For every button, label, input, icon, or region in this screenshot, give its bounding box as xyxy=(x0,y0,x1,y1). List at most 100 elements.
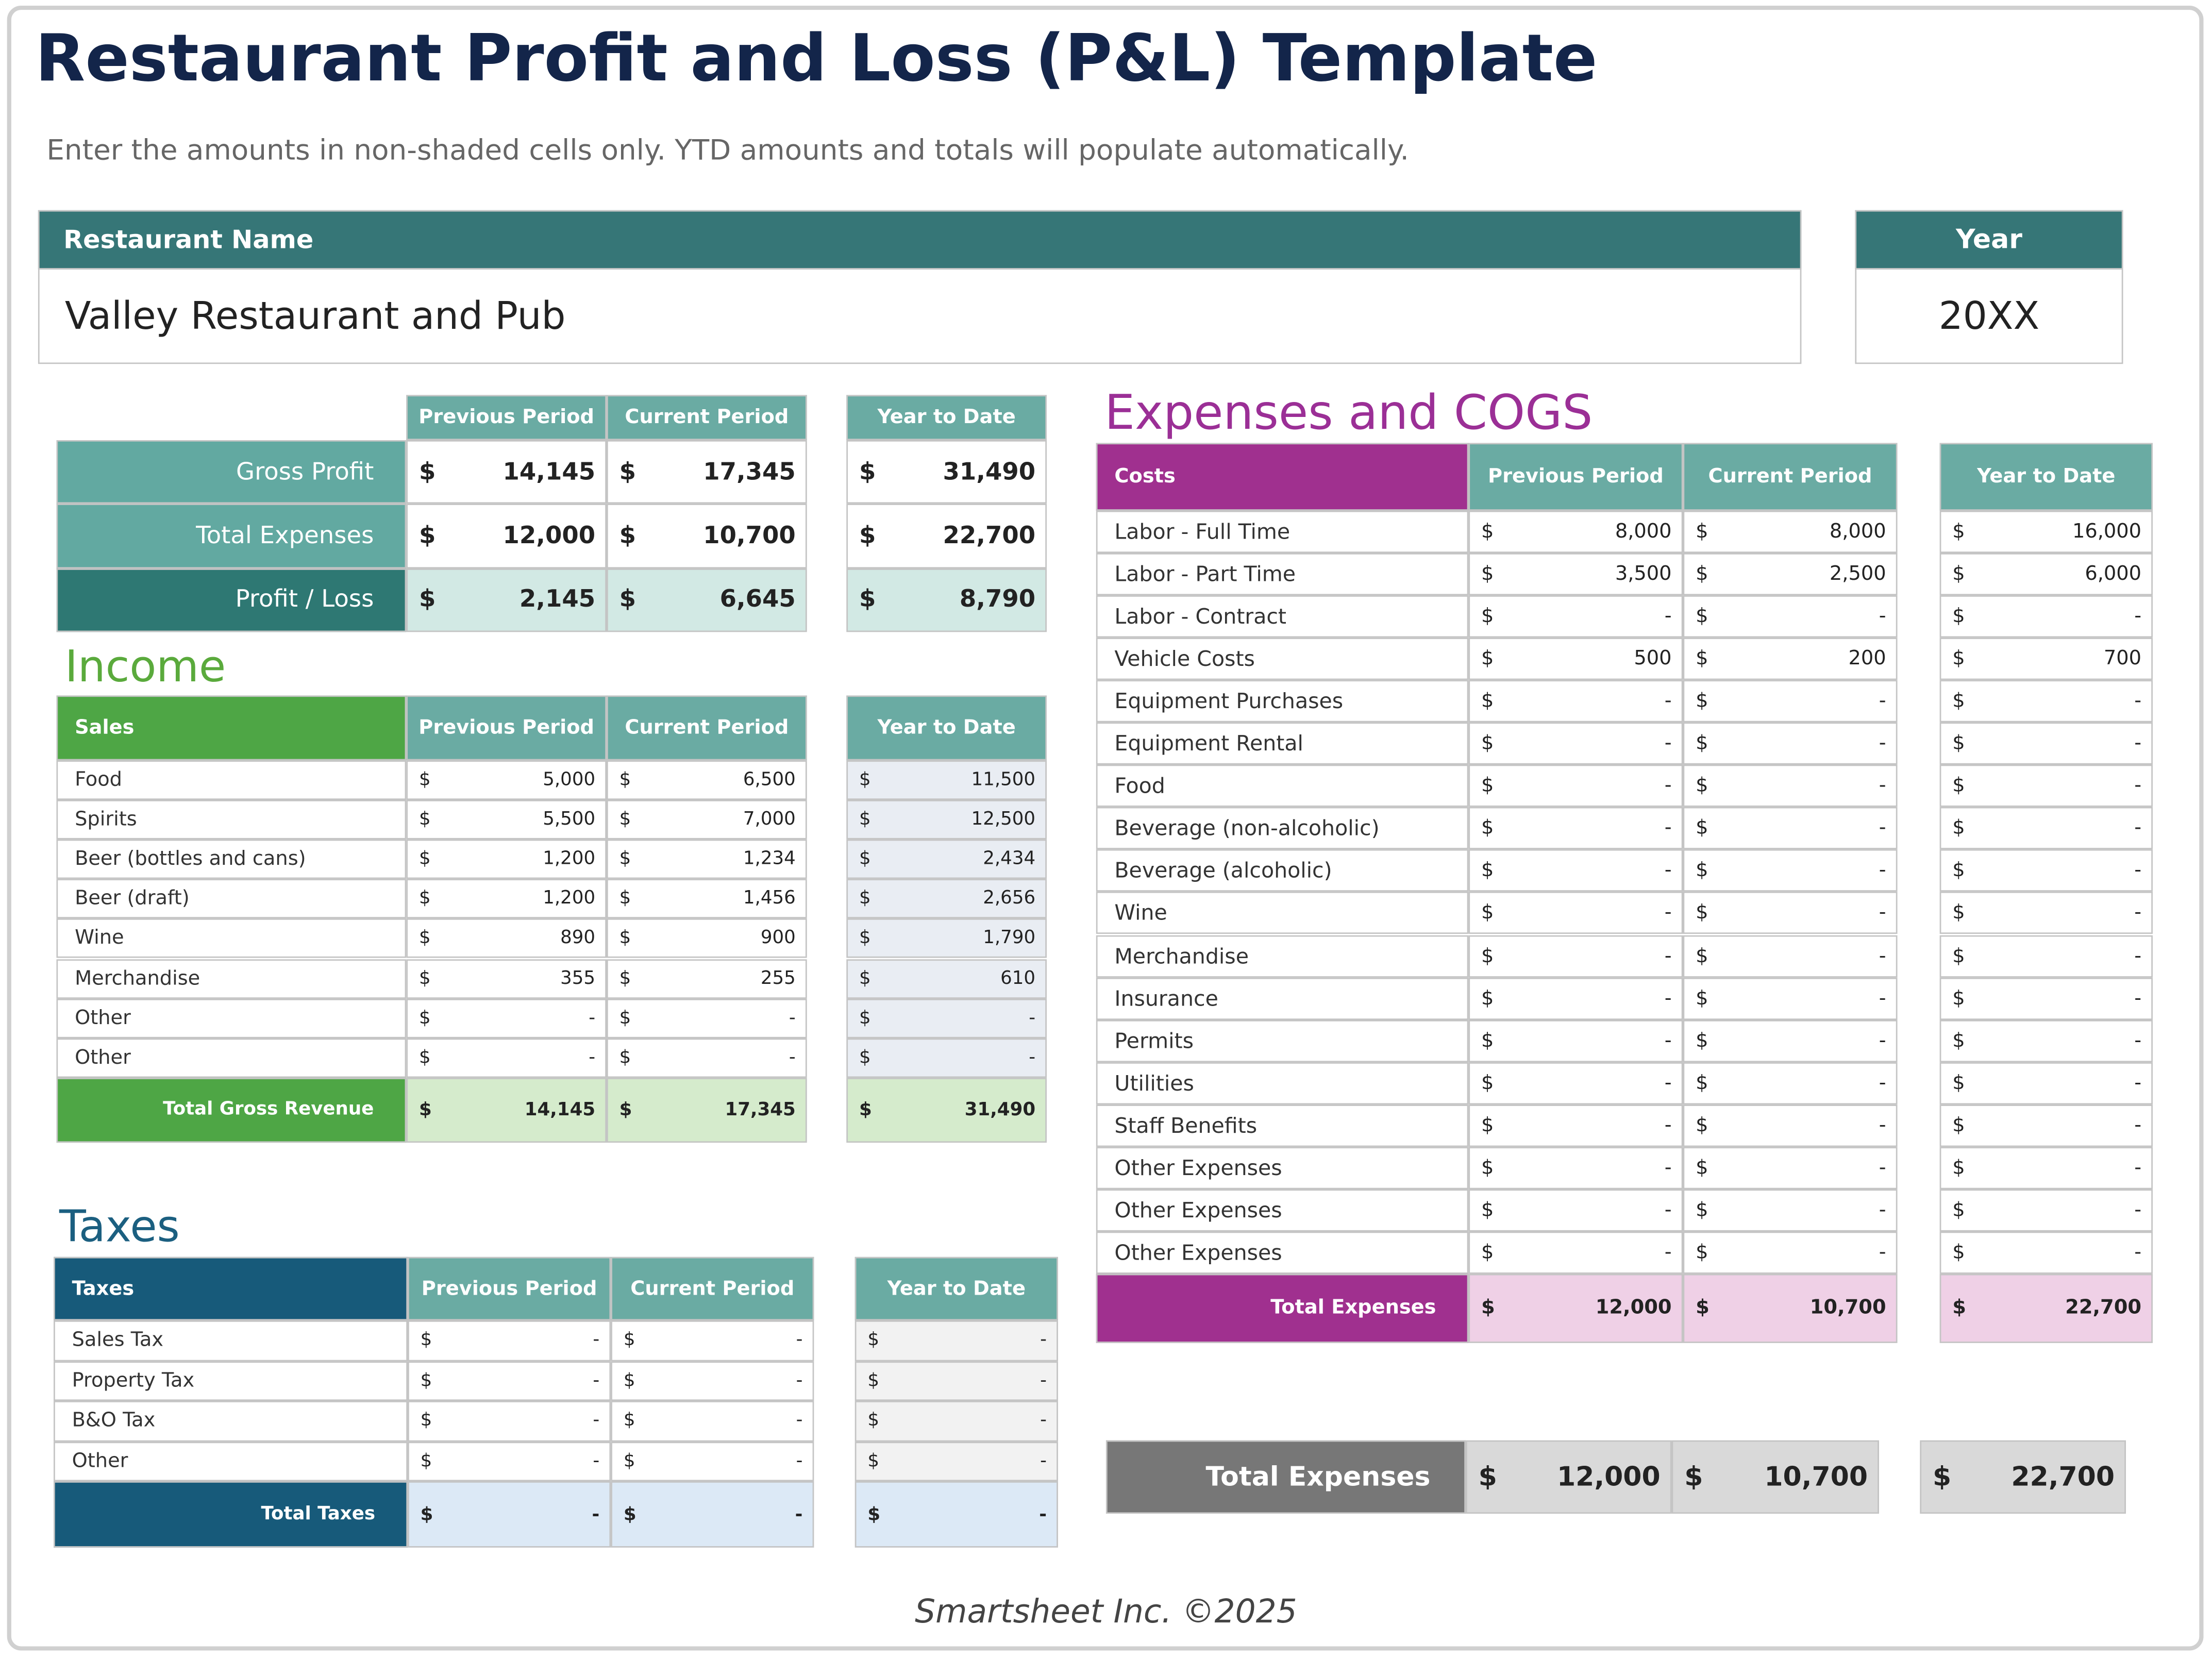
value-cell[interactable]: $ - xyxy=(611,1401,814,1442)
amount: 500 xyxy=(1634,647,1672,671)
value-cell[interactable]: $ - xyxy=(1683,680,1898,723)
row-label: B&O Tax xyxy=(54,1401,408,1442)
value-cell[interactable]: $ - xyxy=(406,998,607,1038)
value-cell[interactable]: $ - xyxy=(611,1441,814,1482)
currency-symbol: $ xyxy=(1481,1029,1494,1052)
column-header: Previous Period xyxy=(406,395,607,441)
amount: - xyxy=(592,1504,600,1526)
value-cell[interactable]: $255 xyxy=(606,958,807,998)
currency-symbol: $ xyxy=(867,1411,880,1432)
row-label: Property Tax xyxy=(54,1361,408,1401)
value-cell[interactable]: $ - xyxy=(1468,595,1683,638)
currency-symbol: $ xyxy=(1952,1071,1965,1095)
value-cell[interactable]: $ - xyxy=(1468,807,1683,850)
value-cell[interactable]: $ - xyxy=(1683,849,1898,893)
value-cell[interactable]: $ - xyxy=(1683,892,1898,935)
amount: - xyxy=(2134,860,2142,882)
value-cell[interactable]: $355 xyxy=(406,958,607,998)
value-cell[interactable]: $ - xyxy=(606,998,807,1038)
value-cell[interactable]: $ - xyxy=(1468,934,1683,977)
value-cell[interactable]: $ - xyxy=(1468,1062,1683,1104)
currency-symbol: $ xyxy=(1696,902,1708,925)
value-cell[interactable]: $ - xyxy=(1468,1146,1683,1189)
value-cell[interactable]: $ - xyxy=(1468,849,1683,893)
value-cell[interactable]: $ - xyxy=(1683,1104,1898,1147)
value-cell[interactable]: $ - xyxy=(611,1361,814,1401)
value-cell[interactable]: $890 xyxy=(406,918,607,959)
value-cell[interactable]: $ - xyxy=(1683,1062,1898,1104)
value-cell[interactable]: $8,000 xyxy=(1468,510,1683,554)
row-label: Other Expenses xyxy=(1096,1146,1469,1189)
currency-symbol: $ xyxy=(1481,1297,1495,1320)
value-cell: $ - xyxy=(854,1401,1058,1442)
value-cell[interactable]: $ - xyxy=(606,1037,807,1078)
value-cell[interactable]: $ - xyxy=(408,1320,611,1361)
currency-symbol: $ xyxy=(623,1504,636,1526)
value-cell[interactable]: $1,200 xyxy=(406,879,607,919)
value-cell[interactable]: $ - xyxy=(1468,1019,1683,1062)
value-cell[interactable]: $200 xyxy=(1683,638,1898,680)
value-cell[interactable]: $ - xyxy=(1683,934,1898,977)
value-cell[interactable]: $2,500 xyxy=(1683,553,1898,596)
currency-symbol: $ xyxy=(420,1451,432,1472)
value-cell[interactable]: $ - xyxy=(1468,1231,1683,1274)
value-cell[interactable]: $ - xyxy=(1468,1104,1683,1147)
value-cell[interactable]: $5,500 xyxy=(406,800,607,840)
value-cell[interactable]: $ - xyxy=(1683,1146,1898,1189)
currency-symbol: $ xyxy=(1952,1029,1965,1052)
value-cell[interactable]: $ - xyxy=(1683,1019,1898,1062)
value-cell[interactable]: $3,500 xyxy=(1468,553,1683,596)
row-label: Total Expenses xyxy=(56,504,407,568)
row-label: Wine xyxy=(56,918,407,959)
value-cell[interactable]: $ - xyxy=(408,1401,611,1442)
currency-symbol: $ xyxy=(859,1047,871,1068)
value-cell[interactable]: $ - xyxy=(1683,595,1898,638)
amount: 6,645 xyxy=(719,585,796,614)
value-cell: $ - xyxy=(1939,1104,2153,1147)
value-cell[interactable]: $500 xyxy=(1468,638,1683,680)
currency-symbol: $ xyxy=(619,928,631,949)
value-cell[interactable]: $5,000 xyxy=(406,760,607,800)
currency-symbol: $ xyxy=(1952,521,1965,543)
currency-symbol: $ xyxy=(1696,986,1708,1010)
value-cell[interactable]: $ - xyxy=(1683,723,1898,765)
value-cell[interactable]: $ - xyxy=(1468,977,1683,1019)
value-cell: $11,500 xyxy=(846,760,1047,800)
value-cell: $6,645 xyxy=(606,567,807,632)
value-cell[interactable]: $ - xyxy=(1468,892,1683,935)
row-label: Other Expenses xyxy=(1096,1188,1469,1232)
value-cell[interactable]: $ - xyxy=(1683,1188,1898,1232)
total-label: Total Expenses xyxy=(1096,1274,1469,1343)
value-cell: $700 xyxy=(1939,638,2153,680)
value-cell[interactable]: $ - xyxy=(406,1037,607,1078)
value-cell: $16,000 xyxy=(1939,510,2153,554)
value-cell[interactable]: $ - xyxy=(1468,1188,1683,1232)
value-cell[interactable]: $ - xyxy=(1683,977,1898,1019)
value-cell[interactable]: $ - xyxy=(1468,765,1683,808)
value-cell[interactable]: $6,500 xyxy=(606,760,807,800)
currency-symbol: $ xyxy=(623,1330,635,1351)
year-value[interactable]: 20XX xyxy=(1855,268,2123,364)
value-cell[interactable]: $1,200 xyxy=(406,840,607,880)
value-cell[interactable]: $ - xyxy=(1468,680,1683,723)
value-cell: $10,700 xyxy=(1671,1440,1879,1514)
currency-symbol: $ xyxy=(859,1007,871,1029)
value-cell[interactable]: $8,000 xyxy=(1683,510,1898,554)
value-cell[interactable]: $ - xyxy=(1468,723,1683,765)
currency-symbol: $ xyxy=(1952,775,1965,798)
restaurant-value[interactable]: Valley Restaurant and Pub xyxy=(38,268,1802,364)
currency-symbol: $ xyxy=(418,1007,431,1029)
value-cell[interactable]: $ - xyxy=(1683,807,1898,850)
amount: 10,700 xyxy=(1764,1461,1868,1493)
value-cell[interactable]: $1,456 xyxy=(606,879,807,919)
value-cell[interactable]: $ - xyxy=(408,1361,611,1401)
value-cell[interactable]: $ - xyxy=(1683,1231,1898,1274)
value-cell[interactable]: $ - xyxy=(408,1441,611,1482)
value-cell[interactable]: $ - xyxy=(1683,765,1898,808)
amount: - xyxy=(796,1330,803,1351)
value-cell[interactable]: $1,234 xyxy=(606,840,807,880)
value-cell[interactable]: $7,000 xyxy=(606,800,807,840)
value-cell[interactable]: $900 xyxy=(606,918,807,959)
value-cell[interactable]: $ - xyxy=(611,1320,814,1361)
value-cell: $ - xyxy=(1939,892,2153,935)
